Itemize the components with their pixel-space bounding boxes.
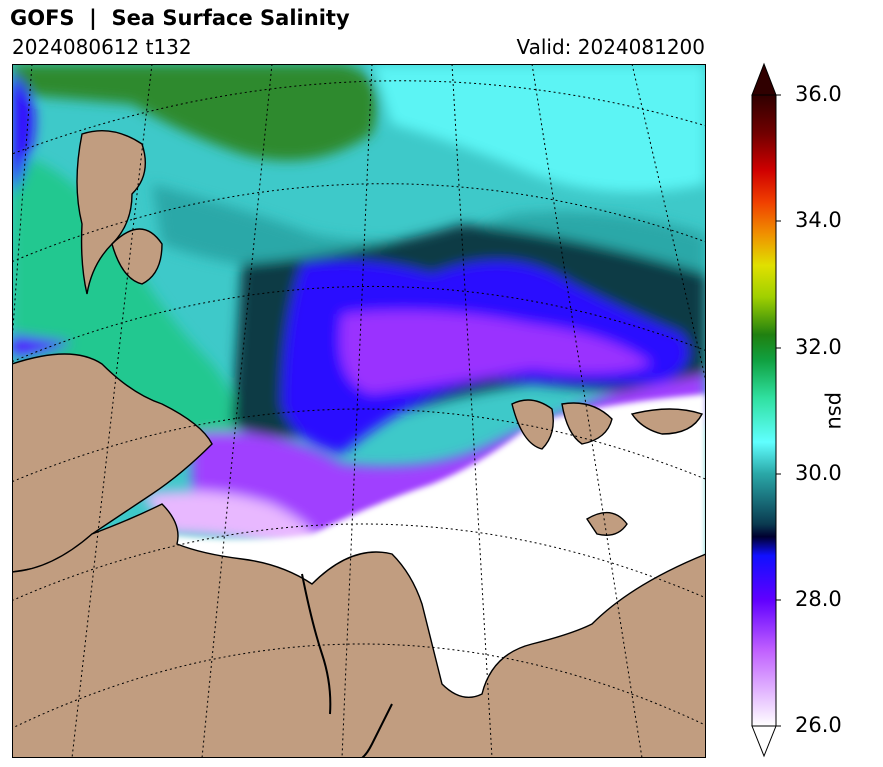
colorbar-tick-label: 28.0 <box>795 587 842 611</box>
colorbar-tick-label: 26.0 <box>795 713 842 737</box>
colorbar-tick-label: 34.0 <box>795 208 842 232</box>
land-east-island-2 <box>561 402 613 445</box>
graticule-meridian-5 <box>451 64 493 758</box>
graticule-meridian-6 <box>531 64 643 758</box>
river-west <box>301 573 332 715</box>
graticule-meridian-4 <box>341 64 373 758</box>
cyan-north <box>372 64 706 192</box>
graticule-meridian-2 <box>71 64 153 758</box>
graticule-parallel-1 <box>12 80 706 155</box>
graticule-parallel-2 <box>12 183 706 263</box>
colorbar-unit-label: psu <box>824 392 848 430</box>
valid-time-label: Valid: 2024081200 <box>516 35 705 59</box>
river-south <box>361 703 393 758</box>
blue-west-small <box>12 334 72 359</box>
land-south-mainland <box>12 503 706 758</box>
land-east-island <box>511 399 554 450</box>
land-northwest-south-island <box>111 228 163 285</box>
graticule-parallel-5 <box>12 523 706 602</box>
colorbar-extend-high <box>751 62 777 96</box>
colorbar-tick-label: 32.0 <box>795 335 842 359</box>
colorbar-body <box>751 94 777 727</box>
colorbar-tick-label: 30.0 <box>795 461 842 485</box>
graticule-meridian-3 <box>201 64 273 758</box>
map-frame <box>12 64 706 758</box>
salinity-map <box>12 64 706 758</box>
chart-title: GOFS | Sea Surface Salinity <box>10 6 350 30</box>
run-time-label: 2024080612 t132 <box>12 35 192 59</box>
colorbar-tick-label: 36.0 <box>795 82 842 106</box>
colorbar-extend-low <box>751 725 777 758</box>
land-southeast-island <box>586 511 628 536</box>
light-purple <box>142 490 317 554</box>
land-east-island-3 <box>630 408 703 435</box>
graticule-parallel-6 <box>12 643 706 729</box>
colorbar <box>751 62 781 758</box>
green-north-band <box>12 64 378 161</box>
graticule-meridian-1 <box>12 64 33 349</box>
